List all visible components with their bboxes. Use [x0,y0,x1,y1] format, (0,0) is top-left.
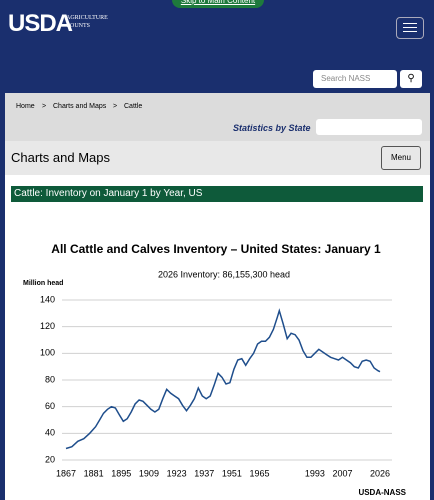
state-label: Statistics by State [233,123,311,133]
logo-tagline: AGRICULTURE COUNTS [66,15,108,29]
x-tick-label: 1965 [250,468,270,478]
x-tick-label: 1993 [305,468,325,478]
y-tick-label: 120 [40,321,55,331]
x-tick-label: 2007 [332,468,352,478]
section-bar: Charts and Maps Menu [5,141,430,175]
breadcrumb-bar: Home > Charts and Maps > Cattle Statisti… [5,93,430,141]
menu-toggle[interactable] [396,17,424,39]
crumb-sep: > [42,103,47,110]
x-tick-label: 1895 [111,468,131,478]
x-tick-label: 1909 [139,468,159,478]
skip-link[interactable]: Skip to Main Content [172,0,264,8]
crumb[interactable]: Charts and Maps [53,103,107,110]
crumb: Cattle [124,103,143,110]
panel-title: Cattle: Inventory on January 1 by Year, … [11,186,423,202]
chart-subtitle: 2026 Inventory: 86,155,300 head [158,269,290,279]
section-title: Charts and Maps [11,150,110,165]
y-tick-label: 20 [45,454,55,464]
x-tick-label: 1923 [167,468,187,478]
y-tick-label: 80 [45,374,55,384]
search-input[interactable]: Search NASS [313,70,397,88]
y-tick-label: 40 [45,428,55,438]
x-tick-label: 1881 [84,468,104,478]
x-tick-label: 1937 [194,468,214,478]
x-tick-label: 1867 [56,468,76,478]
search-button[interactable]: ⚲ [400,70,422,88]
data-line [65,308,381,450]
logo[interactable]: USDA [8,10,73,37]
menu-button[interactable]: Menu [381,146,421,170]
x-tick-label: 2026 [370,468,390,478]
state-select[interactable] [316,119,422,135]
chart-title: All Cattle and Calves Inventory – United… [51,242,381,256]
x-tick-label: 1951 [222,468,242,478]
source: USDA-NASS [358,488,406,497]
crumb-sep: > [113,103,118,110]
y-tick-label: 140 [40,294,55,304]
y-axis-label: Million head [23,280,63,287]
y-tick-label: 60 [45,401,55,411]
y-tick-label: 100 [40,348,55,358]
crumb[interactable]: Home [16,103,35,110]
